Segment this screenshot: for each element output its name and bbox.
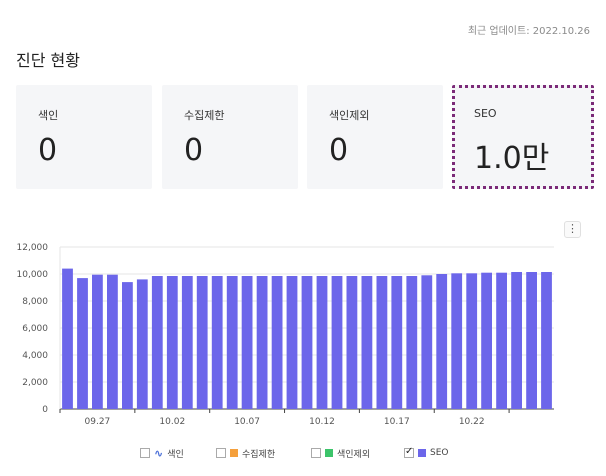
legend-item-seo[interactable]: SEO	[404, 446, 448, 460]
seo-bar	[62, 268, 73, 409]
seo-bar	[136, 279, 148, 409]
seo-bar	[196, 276, 208, 409]
seo-bar	[271, 276, 283, 409]
seo-bar	[151, 276, 163, 409]
y-tick-label: 2,000	[22, 378, 48, 388]
card-label: SEO	[474, 107, 497, 120]
legend-item-indexed[interactable]: ∿ 색인	[140, 446, 184, 460]
seo-bar	[301, 276, 313, 409]
x-tick-label: 10.02	[159, 417, 185, 427]
card-value: 0	[184, 133, 204, 168]
seo-bar	[226, 276, 238, 409]
card-seo[interactable]: SEO 1.0만	[452, 85, 594, 189]
seo-bar	[466, 273, 478, 409]
legend-label: 수집제한	[242, 449, 276, 460]
y-tick-label: 4,000	[22, 351, 48, 361]
checkbox[interactable]	[140, 448, 150, 458]
seo-bar	[421, 275, 433, 409]
seo-bar	[286, 276, 298, 409]
y-tick-label: 6,000	[22, 324, 48, 334]
seo-bar	[331, 276, 343, 409]
seo-bar	[526, 272, 537, 409]
seo-bar	[511, 272, 522, 409]
legend-item-excluded[interactable]: 색인제외	[311, 446, 370, 460]
checkbox[interactable]	[311, 448, 321, 458]
seo-bar	[181, 276, 193, 409]
x-tick-label: 09.27	[85, 417, 111, 427]
x-tick-label: 10.07	[234, 417, 260, 427]
seo-bar-chart: 0 2,000 4,000 6,000 8,000 10,000 12,000 09.27 1…	[17, 243, 554, 427]
seo-bar	[481, 272, 492, 409]
seo-bar	[241, 276, 253, 409]
seo-bar	[256, 276, 268, 409]
card-value: 0	[38, 133, 58, 168]
legend-swatch	[325, 449, 333, 457]
legend-label: SEO	[430, 448, 449, 458]
seo-bar	[451, 273, 463, 409]
seo-bar	[346, 276, 358, 409]
more-options-icon[interactable]: ⋮	[564, 221, 581, 238]
x-tick-label: 10.22	[459, 417, 485, 427]
line-icon: ∿	[154, 446, 164, 460]
legend-item-crawl-limited[interactable]: 수집제한	[216, 446, 275, 460]
seo-bar	[496, 272, 507, 409]
seo-bar	[107, 274, 118, 409]
section-title: 진단 현황	[16, 51, 80, 70]
legend-label: 색인제외	[337, 449, 371, 460]
y-tick-label: 12,000	[17, 243, 49, 253]
legend-swatch	[418, 449, 426, 457]
card-crawl-limited[interactable]: 수집제한 0	[162, 85, 298, 189]
y-tick-label: 8,000	[22, 297, 48, 307]
card-value: 0	[329, 133, 349, 168]
x-tick-label: 10.17	[384, 417, 410, 427]
card-indexed[interactable]: 색인 0	[16, 85, 152, 189]
seo-bar	[361, 276, 373, 409]
seo-bar	[391, 276, 403, 409]
last-updated-text: 최근 업데이트: 2022.10.26	[467, 26, 590, 37]
y-tick-label: 0	[42, 405, 48, 415]
card-label: 색인제외	[329, 109, 370, 122]
card-label: 수집제한	[184, 109, 225, 122]
card-label: 색인	[38, 109, 59, 122]
checkbox[interactable]	[404, 446, 414, 458]
seo-bar	[436, 274, 448, 409]
chart-legend: ∿ 색인 수집제한 색인제외 SEO	[0, 446, 606, 462]
card-excluded[interactable]: 색인제외 0	[307, 85, 443, 189]
seo-bar	[77, 278, 88, 409]
seo-bar	[166, 276, 178, 409]
seo-bar	[376, 276, 388, 409]
y-tick-label: 10,000	[17, 270, 49, 280]
x-tick-label: 10.12	[309, 417, 335, 427]
seo-bar	[211, 276, 223, 409]
legend-label: 색인	[167, 449, 184, 460]
card-value: 1.0만	[474, 141, 550, 176]
seo-bar	[316, 276, 328, 409]
checkbox[interactable]	[216, 448, 226, 458]
seo-bar	[541, 272, 552, 409]
seo-bar	[406, 276, 418, 409]
legend-swatch	[230, 449, 238, 457]
status-cards: 색인 0 수집제한 0 색인제외 0 SEO 1.0만	[16, 85, 594, 189]
seo-bar	[92, 274, 103, 409]
seo-bar	[122, 282, 133, 409]
